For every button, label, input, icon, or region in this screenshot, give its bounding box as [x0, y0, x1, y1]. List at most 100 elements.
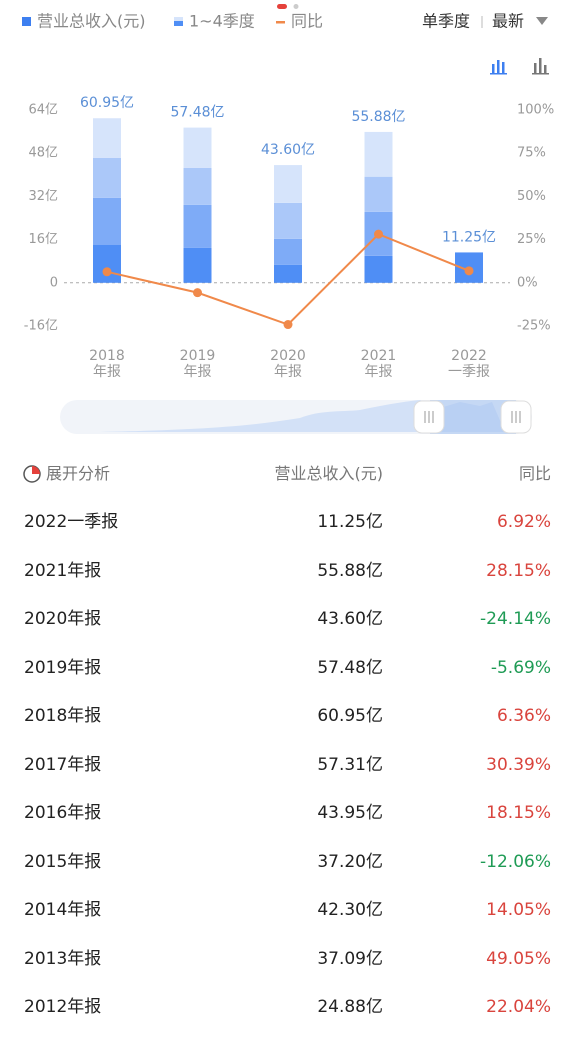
value-label: 60.95亿 — [80, 95, 134, 111]
bar-segment — [93, 197, 121, 245]
table-cell: 30.39% — [486, 754, 551, 775]
header-cell: 展开分析 — [46, 464, 111, 483]
yoy-point — [102, 267, 112, 277]
value-label: 11.25亿 — [442, 229, 496, 245]
icon-stacked[interactable] — [490, 60, 507, 75]
table-row: 2020年报 43.60亿 -24.14% — [0, 595, 575, 643]
legend-swatch — [22, 17, 31, 26]
x-tick-label: 2022 — [451, 348, 487, 364]
legend-swatch — [174, 17, 183, 21]
x-tick-label: 年报 — [274, 364, 302, 380]
table-cell: 14.05% — [486, 900, 551, 920]
table-header: 展开分析 营业总收入(元) 同比 — [0, 450, 575, 498]
table-row: 2013年报 37.09亿 49.05% — [0, 935, 575, 983]
yoy-point — [193, 288, 202, 298]
bar-segment — [274, 165, 302, 203]
table-cell: 2019年报 — [24, 657, 102, 678]
table-row: 2017年报 57.31亿 30.39% — [0, 741, 575, 789]
chart: 单季度 最新 营业总收入(元) 1~4季度 同比 64亿 48亿 32亿 16亿 0 -16亿 1… — [22, 4, 554, 434]
legend-swatch — [174, 21, 183, 26]
bar-segment — [93, 245, 121, 283]
bar-segment — [274, 264, 302, 283]
range-select[interactable]: 最新 — [492, 12, 524, 31]
table-cell: 2021年报 — [24, 560, 102, 581]
yoy-point — [374, 229, 383, 239]
y-tick-label: 16亿 — [28, 232, 58, 247]
dropdown-arrow[interactable] — [536, 17, 548, 25]
bar-segment — [183, 127, 212, 168]
x-tick-label: 2020 — [270, 348, 306, 364]
value-label: 43.60亿 — [261, 142, 315, 158]
table-cell: 55.88亿 — [317, 560, 383, 581]
bar-segment — [183, 247, 212, 283]
value-label: 57.48亿 — [170, 105, 224, 121]
table-cell: 2013年报 — [24, 948, 102, 969]
table-cell: 2012年报 — [24, 997, 102, 1017]
legend-label: 同比 — [291, 12, 323, 31]
table-row: 2012年报 24.88亿 22.04% — [0, 983, 575, 1031]
value-label: 55.88亿 — [351, 109, 405, 125]
table-cell: 28.15% — [486, 560, 551, 581]
table-row: 2015年报 37.20亿 -12.06% — [0, 838, 575, 886]
table-row: 2016年报 43.95亿 18.15% — [0, 789, 575, 837]
legend-label: 1~4季度 — [189, 12, 255, 31]
bar-segment — [364, 176, 393, 212]
bar-segment — [364, 255, 393, 283]
y2-tick-label: 0% — [517, 275, 538, 290]
table-row: 2014年报 42.30亿 14.05% — [0, 886, 575, 934]
y-tick-label: 48亿 — [28, 146, 58, 161]
page-dot-active — [277, 4, 287, 9]
legend-swatch — [276, 21, 285, 24]
y2-tick-label: -25% — [517, 319, 551, 334]
table-cell: 37.20亿 — [317, 851, 383, 872]
table-cell: 18.15% — [486, 803, 551, 823]
table-cell: -12.06% — [480, 851, 551, 872]
legend-label: 营业总收入(元) — [37, 12, 146, 31]
table-cell: -5.69% — [490, 657, 551, 678]
x-tick-label: 2018 — [89, 348, 125, 364]
table-cell: 2017年报 — [24, 754, 102, 775]
table-cell: 2015年报 — [24, 851, 102, 872]
x-tick-label: 一季报 — [448, 364, 490, 380]
slider-preview — [100, 400, 505, 432]
icon-bar[interactable] — [532, 58, 549, 75]
table-cell: 22.04% — [486, 997, 551, 1017]
bar-segment — [93, 157, 121, 198]
y2-tick-label: 75% — [517, 146, 546, 161]
x-tick-label: 年报 — [365, 364, 393, 380]
y-tick-label: 32亿 — [28, 189, 58, 204]
bar-segment — [274, 238, 302, 265]
x-tick-label: 2021 — [361, 348, 397, 364]
table-cell: 6.92% — [496, 512, 551, 532]
y-tick-label: 64亿 — [28, 103, 58, 118]
table-cell: 60.95亿 — [317, 706, 383, 726]
yoy-point — [464, 266, 474, 276]
period-toggle[interactable]: 单季度 — [422, 12, 470, 31]
table-cell: 6.36% — [496, 706, 551, 726]
page-dot — [293, 4, 299, 9]
table-row: 2019年报 57.48亿 -5.69% — [0, 644, 575, 692]
table-cell: 2020年报 — [24, 609, 102, 629]
table-row: 2021年报 55.88亿 28.15% — [0, 547, 575, 595]
table-row: 2022一季报 11.25亿 6.92% — [0, 498, 575, 546]
x-tick-label: 2019 — [180, 348, 216, 364]
yoy-point — [283, 320, 293, 330]
table-cell: 24.88亿 — [317, 997, 383, 1017]
bar-segment — [183, 204, 212, 248]
table-cell: 2014年报 — [24, 900, 102, 920]
bar-segment — [274, 202, 302, 239]
table-cell: 11.25亿 — [317, 512, 383, 532]
y-tick-label: 0 — [50, 275, 58, 290]
table-cell: 43.95亿 — [317, 803, 383, 823]
analysis-icon[interactable] — [22, 464, 42, 484]
bar-segment — [364, 131, 393, 177]
table-cell: 57.31亿 — [317, 754, 383, 775]
table-cell: 37.09亿 — [317, 948, 383, 969]
y2-tick-label: 25% — [517, 232, 546, 247]
bar-segment — [93, 118, 121, 158]
y-tick-label: -16亿 — [24, 319, 58, 334]
handle-grip — [511, 411, 521, 423]
header-cell: 营业总收入(元) — [274, 464, 384, 483]
table-cell: 2018年报 — [24, 706, 102, 726]
